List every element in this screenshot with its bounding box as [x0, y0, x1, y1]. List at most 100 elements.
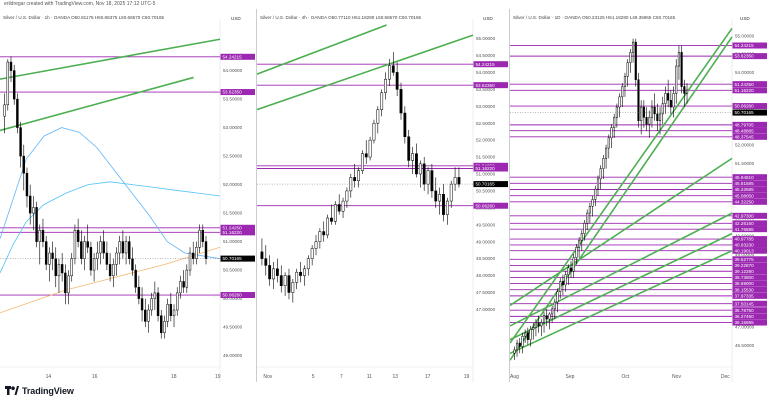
candle-body — [430, 170, 434, 192]
candle-body — [333, 204, 337, 222]
candle — [310, 245, 314, 266]
candle-body — [345, 190, 349, 202]
candle-body — [607, 137, 610, 149]
level-label: 51.16220 — [223, 230, 243, 235]
candle — [661, 96, 664, 125]
level-label-bg — [732, 236, 767, 243]
candle-body — [542, 315, 546, 323]
candle-body — [6, 61, 10, 106]
candle — [578, 237, 581, 258]
candle-body — [368, 139, 372, 158]
candle — [685, 83, 689, 104]
candle-body — [415, 153, 418, 175]
level-label: 42.97300 — [735, 213, 755, 218]
pane-divider[interactable] — [256, 9, 257, 382]
candle-body — [176, 292, 179, 311]
candle-body — [279, 275, 283, 286]
candle — [372, 119, 376, 144]
candle-body — [12, 70, 16, 100]
level-label-bg — [732, 226, 767, 233]
candle — [599, 165, 602, 190]
pane-title: Silver / U.S. Dollar · 1h · OANDA O50.81… — [3, 15, 164, 20]
candle-body — [372, 122, 376, 141]
candle-body — [118, 241, 121, 254]
x-tick-label: 11 — [367, 374, 372, 380]
level-label-bg — [732, 212, 767, 219]
candle — [658, 107, 662, 135]
candle — [388, 58, 391, 86]
chart-pane-1d[interactable]: 46.5000047.0000047.5000048.0000048.50000… — [510, 9, 768, 382]
candle — [287, 268, 291, 300]
candle-body — [521, 335, 524, 347]
candle — [275, 258, 279, 283]
candles — [3, 56, 208, 339]
candle — [353, 163, 357, 188]
candle-body — [594, 188, 597, 200]
level-label: 53.62350 — [476, 83, 496, 88]
candle-body — [22, 155, 25, 174]
candle — [16, 93, 19, 134]
candle — [626, 59, 629, 87]
candle-body — [306, 258, 310, 270]
candle-body — [395, 72, 399, 90]
y-tick-label: 49.50000 — [223, 325, 243, 330]
candle-body — [658, 113, 662, 122]
level-label: 36.27450 — [735, 314, 755, 319]
candle — [434, 177, 438, 208]
candle — [64, 264, 67, 305]
candle-body — [201, 229, 205, 242]
level-label: 51.24250 — [223, 225, 243, 230]
pane-divider[interactable] — [509, 9, 510, 382]
y-tick-label: 49.00000 — [223, 353, 243, 358]
candle — [656, 103, 659, 132]
chart-pane-4h[interactable]: 47.00000 47.50000 48.00000 48.50000 49.00000… — [257, 9, 509, 382]
candle — [360, 150, 364, 174]
level-label-bg — [732, 87, 767, 94]
candle — [384, 72, 387, 100]
candle-body — [648, 117, 651, 125]
level-label: 48.37545 — [735, 134, 755, 139]
level-label: 37.50145 — [735, 301, 755, 306]
candle — [67, 270, 70, 305]
candle-body — [524, 332, 527, 337]
candle — [542, 312, 546, 333]
y-tick-label: 47.00000 — [735, 325, 755, 330]
candle — [318, 228, 322, 249]
candles — [513, 38, 689, 361]
candle-body — [264, 258, 268, 266]
trendline — [257, 24, 387, 75]
candle — [3, 93, 6, 134]
candle — [179, 275, 182, 299]
candle — [22, 144, 25, 191]
y-tick-label: 51.00000 — [476, 172, 496, 177]
candle — [648, 110, 651, 138]
candle-body — [172, 309, 176, 316]
tradingview-logo[interactable]: TradingView — [5, 385, 74, 397]
chart-svg: 47.00000 47.50000 48.00000 48.50000 49.00000… — [257, 19, 508, 382]
candle-body — [195, 247, 198, 259]
candle — [144, 298, 147, 328]
level-label-bg — [732, 103, 767, 110]
candle-body — [360, 153, 364, 171]
candle-body — [672, 93, 675, 108]
candle — [591, 196, 594, 217]
candle — [357, 167, 360, 188]
candle-body — [28, 195, 32, 214]
candle — [195, 241, 198, 265]
x-tick-label: Nov — [672, 374, 681, 380]
candle-body — [449, 183, 453, 202]
ohlc-header: O50.81175 H50.86375 L50.66570 C50.70165 — [71, 15, 165, 20]
candle-body — [434, 190, 438, 202]
candle — [675, 59, 678, 104]
level-label-bg — [732, 81, 767, 88]
x-tick-label: 19 — [464, 374, 470, 380]
level-label-bg — [473, 61, 508, 68]
candle-body — [73, 229, 77, 259]
candle — [57, 258, 61, 293]
y-tick-label: 46.50000 — [735, 343, 755, 348]
chart-pane-1h[interactable]: 49.00000 49.50000 50.00000 50.50000 51.00000… — [0, 9, 256, 382]
candle — [672, 86, 675, 118]
y-tick-label: 49.00000 — [476, 239, 496, 244]
candle — [92, 253, 96, 282]
candle — [185, 264, 189, 293]
